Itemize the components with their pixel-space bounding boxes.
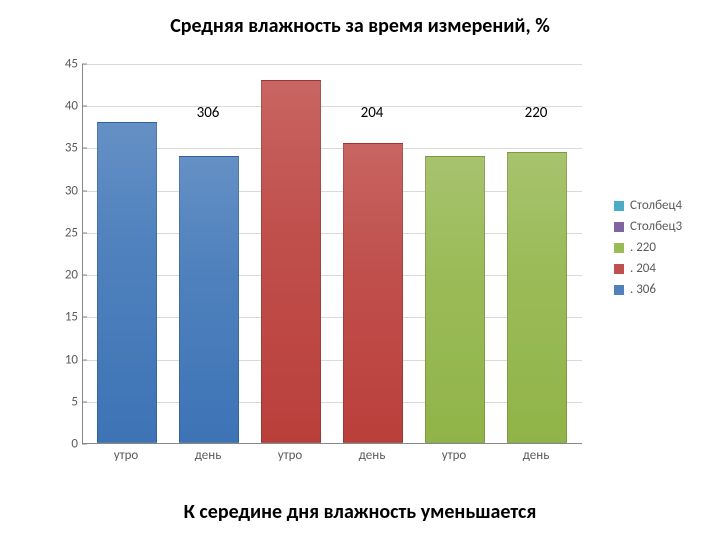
y-tick-mark <box>82 64 87 65</box>
x-tick-label: утро <box>419 448 489 463</box>
y-tick-label: 20 <box>40 268 78 283</box>
x-tick-label: день <box>173 448 243 463</box>
legend-label: . 306 <box>630 282 656 297</box>
y-tick-label: 0 <box>40 437 78 452</box>
y-tick-label: 35 <box>40 141 78 156</box>
y-tick-mark <box>82 401 87 402</box>
chart-title: Средняя влажность за время измерений, % <box>0 14 720 38</box>
y-tick-label: 5 <box>40 394 78 409</box>
legend: Столбец4 Столбец3 . 220 . 204 . 306 <box>614 198 714 303</box>
chart-subtitle: К середине дня влажность уменьшается <box>0 500 720 524</box>
y-tick-mark <box>82 148 87 149</box>
y-tick-mark <box>82 190 87 191</box>
legend-label: . 204 <box>630 261 656 276</box>
group-label: 306 <box>197 104 220 122</box>
legend-label: Столбец3 <box>630 219 682 234</box>
group-label: 204 <box>361 104 384 122</box>
y-tick-mark <box>82 359 87 360</box>
y-tick-label: 45 <box>40 57 78 72</box>
legend-item: . 220 <box>614 240 714 255</box>
legend-item: Столбец3 <box>614 219 714 234</box>
legend-swatch <box>614 285 624 295</box>
legend-swatch <box>614 222 624 232</box>
chart-area: 051015202530354045 утроденьутроденьутрод… <box>40 60 600 480</box>
legend-item: . 204 <box>614 261 714 276</box>
x-tick-label: утро <box>91 448 161 463</box>
y-tick-mark <box>82 317 87 318</box>
legend-swatch <box>614 264 624 274</box>
y-tick-mark <box>82 106 87 107</box>
legend-swatch <box>614 243 624 253</box>
legend-swatch <box>614 201 624 211</box>
gridline <box>83 148 582 149</box>
legend-label: Столбец4 <box>630 198 682 213</box>
x-tick-label: утро <box>255 448 325 463</box>
y-tick-mark <box>82 232 87 233</box>
gridline <box>83 64 582 65</box>
legend-item: Столбец4 <box>614 198 714 213</box>
x-tick-label: день <box>501 448 571 463</box>
y-tick-label: 40 <box>40 99 78 114</box>
y-tick-label: 25 <box>40 225 78 240</box>
legend-item: . 306 <box>614 282 714 297</box>
y-tick-label: 30 <box>40 183 78 198</box>
legend-label: . 220 <box>630 240 656 255</box>
y-tick-mark <box>82 275 87 276</box>
y-tick-label: 10 <box>40 352 78 367</box>
x-tick-label: день <box>337 448 407 463</box>
y-tick-label: 15 <box>40 310 78 325</box>
plot-area <box>82 64 582 444</box>
y-tick-mark <box>82 444 87 445</box>
group-label: 220 <box>525 104 548 122</box>
gridline <box>83 106 582 107</box>
